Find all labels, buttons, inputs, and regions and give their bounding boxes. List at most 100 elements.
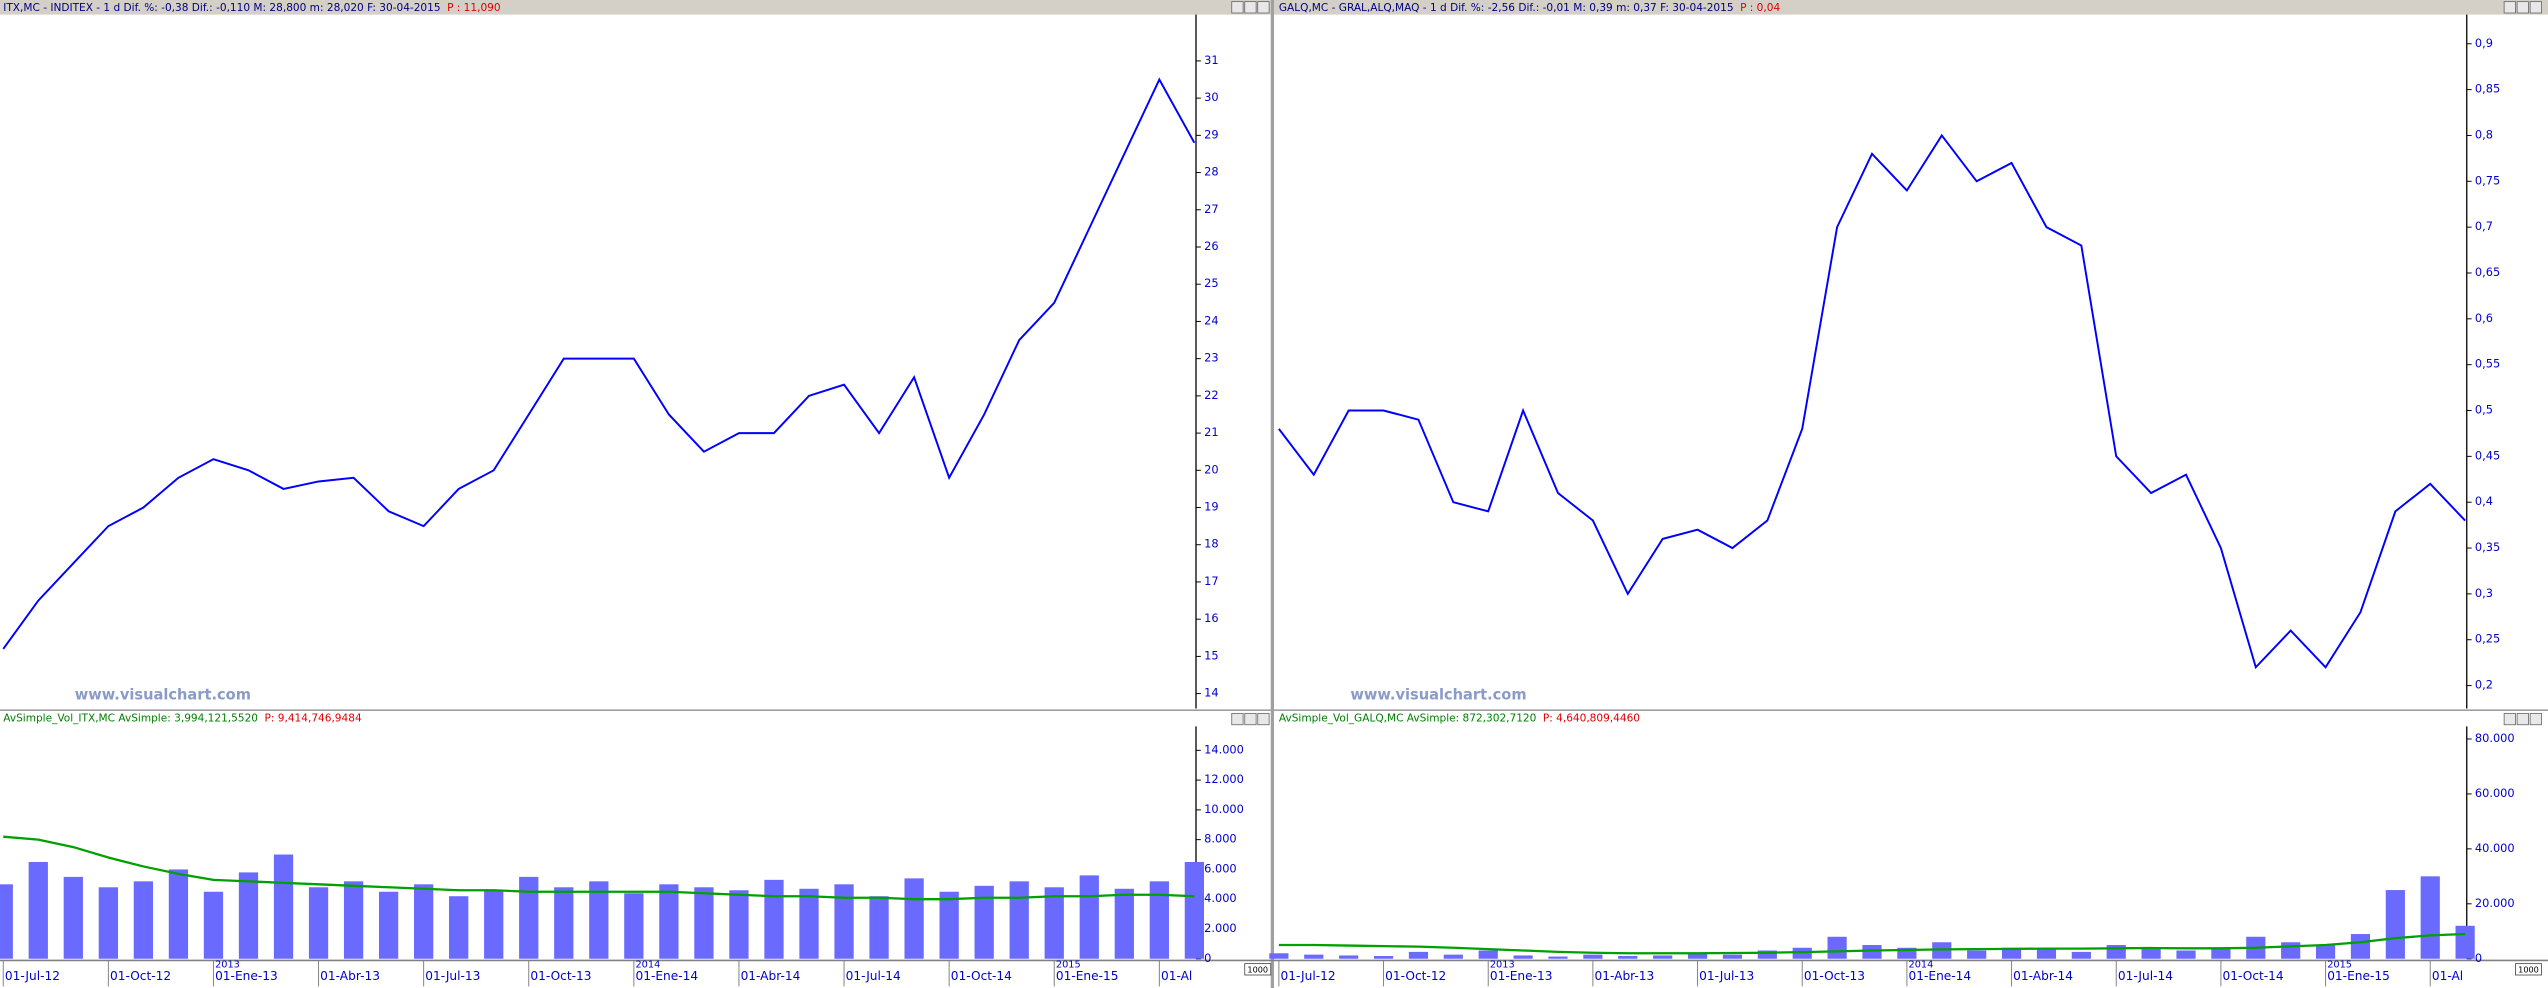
- y-tick-label: 0,4: [2475, 494, 2493, 508]
- maximize-button[interactable]: [2516, 712, 2529, 726]
- minimize-button[interactable]: [1231, 1, 1244, 14]
- x-tick-label: 01-Oct-14: [951, 969, 1012, 983]
- volume-bar: [1687, 953, 1708, 959]
- year-label: 2014: [635, 959, 660, 970]
- x-tick-label: 01-Ene-14: [1909, 969, 1972, 983]
- volume-bar: [799, 888, 819, 959]
- minimize-button[interactable]: [2503, 712, 2516, 726]
- y-tick-label: 16: [1204, 611, 1218, 625]
- volume-bar: [2420, 876, 2440, 959]
- volume-bar: [554, 887, 574, 959]
- units-box: [2515, 963, 2542, 976]
- y-tick-label: 27: [1204, 202, 1218, 216]
- volume-bar: [729, 890, 749, 959]
- x-tick-label: 01-Jul-13: [425, 969, 480, 983]
- volume-bar: [414, 884, 434, 959]
- volume-bar: [273, 854, 294, 959]
- maximize-button[interactable]: [1244, 712, 1257, 726]
- moving-average-line: [1278, 932, 2466, 955]
- y-tick-label: 0: [2475, 951, 2482, 965]
- close-button[interactable]: [1257, 712, 1270, 726]
- x-tick-label: 01-Abr-14: [2013, 969, 2073, 983]
- volume-bar: [168, 869, 189, 959]
- volume-bar: [2176, 950, 2196, 959]
- x-tick-label: 01-Oct-13: [1804, 969, 1865, 983]
- volume-bar: [694, 887, 714, 959]
- x-tick-label: 01-Ene-15: [1056, 969, 1119, 983]
- volume-bar: [2281, 942, 2301, 959]
- x-tick-label: 01-Jul-14: [2118, 969, 2173, 983]
- year-label: 2014: [1909, 959, 1934, 970]
- y-tick-label: 80.000: [2475, 731, 2515, 745]
- y-tick-label: 15: [1204, 648, 1218, 662]
- header-bar: [0, 0, 1271, 15]
- y-tick-label: 30: [1204, 90, 1218, 104]
- volume-bar: [1757, 950, 1777, 959]
- volume-bar: [449, 896, 469, 959]
- y-tick-label: 19: [1204, 500, 1218, 514]
- y-tick-label: 0,75: [2475, 173, 2500, 187]
- volume-bar: [308, 887, 329, 959]
- header-last: P: 4,640,809,4460: [1543, 712, 1640, 724]
- volume-bar: [624, 893, 644, 959]
- x-tick-label: 01-Jul-12: [5, 969, 60, 983]
- volume-bar: [1079, 875, 1099, 959]
- header-last: P : 11,090: [447, 2, 501, 14]
- volume-bar: [2106, 945, 2126, 959]
- panel-header: ITX,MC - INDITEX - 1 d Dif. %: -0,38 Dif…: [3, 2, 501, 14]
- y-tick-label: 0,6: [2475, 311, 2493, 325]
- y-tick-label: 17: [1204, 574, 1218, 588]
- y-tick-label: 29: [1204, 127, 1218, 141]
- header-last: P : 0,04: [1740, 2, 1780, 14]
- y-tick-label: 25: [1204, 276, 1218, 290]
- volume-bar: [834, 884, 854, 959]
- units-box-label: 1000: [1247, 964, 1268, 974]
- volume-bar: [98, 887, 118, 959]
- header-bar: [0, 710, 1271, 727]
- minimize-button[interactable]: [1231, 712, 1244, 726]
- close-button[interactable]: [1257, 1, 1270, 14]
- y-tick-label: 0,85: [2475, 82, 2500, 96]
- y-tick-label: 40.000: [2475, 841, 2515, 855]
- close-button[interactable]: [2529, 1, 2542, 14]
- volume-bar: [238, 872, 259, 959]
- x-tick-label: 01-Al: [2432, 969, 2463, 983]
- y-tick-label: 0,2: [2475, 678, 2493, 692]
- year-label: 2013: [1490, 959, 1515, 970]
- volume-bar: [2036, 949, 2057, 959]
- year-label: 2015: [1056, 959, 1081, 970]
- y-tick-label: 0,3: [2475, 586, 2493, 600]
- x-tick-label: 01-Jul-14: [846, 969, 901, 983]
- volume-bar: [974, 885, 994, 959]
- volume-bar: [63, 876, 83, 959]
- close-button[interactable]: [2529, 712, 2542, 726]
- x-tick-label: 01-Ene-15: [2327, 969, 2390, 983]
- volume-bar: [133, 881, 154, 959]
- volume-bar: [1548, 956, 1568, 959]
- volume-bar: [659, 884, 679, 959]
- y-tick-label: 4.000: [1204, 891, 1237, 905]
- maximize-button[interactable]: [1244, 1, 1257, 14]
- header-text: GALQ,MC - GRAL,ALQ,MAQ - 1 d Dif. %: -2,…: [1279, 2, 1734, 14]
- x-tick-label: 01-Oct-14: [2223, 969, 2284, 983]
- y-tick-label: 10.000: [1204, 802, 1244, 816]
- volume-bar: [1408, 951, 1429, 959]
- panel-header: AvSimple_Vol_GALQ,MC AvSimple: 872,302,7…: [1279, 712, 1640, 724]
- volume-bar: [1373, 956, 1394, 959]
- y-tick-label: 0,5: [2475, 403, 2493, 417]
- maximize-button[interactable]: [2516, 1, 2529, 14]
- y-tick-label: 20: [1204, 462, 1218, 476]
- x-tick-label: 01-Oct-12: [1385, 969, 1446, 983]
- volume-bar: [378, 891, 399, 959]
- volume-bar: [1618, 956, 1638, 959]
- panel-header: AvSimple_Vol_ITX,MC AvSimple: 3,994,121,…: [3, 712, 362, 724]
- minimize-button[interactable]: [2503, 1, 2516, 14]
- year-label: 2013: [215, 959, 240, 970]
- window-buttons[interactable]: [1231, 1, 2542, 726]
- volume-bar: [1149, 881, 1169, 959]
- volume-bar: [343, 881, 364, 959]
- y-tick-label: 0,55: [2475, 357, 2500, 371]
- y-tick-label: 28: [1204, 165, 1218, 179]
- volume-bar: [1967, 950, 1987, 959]
